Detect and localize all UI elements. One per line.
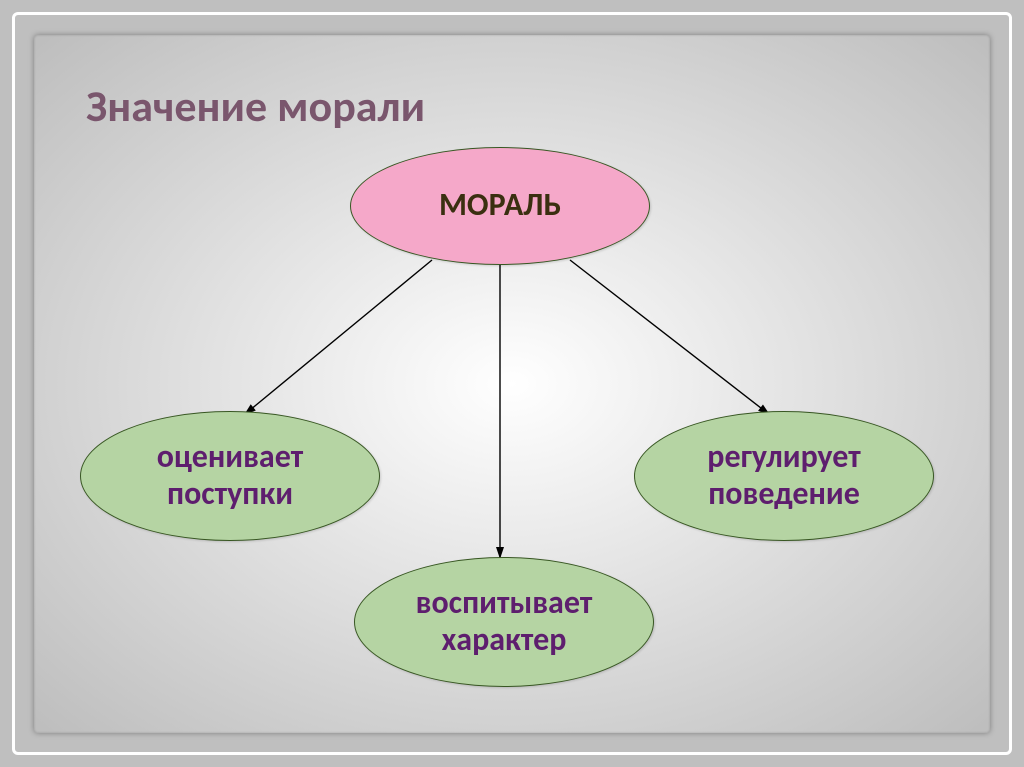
node-develops-character: воспитываетхарактер: [354, 557, 654, 687]
node-regulates-behavior-label: регулируетповедение: [707, 439, 860, 513]
node-develops-character-label: воспитываетхарактер: [416, 585, 593, 659]
node-moral-label: МОРАЛЬ: [439, 187, 561, 224]
node-evaluates-actions-label: оцениваетпоступки: [157, 439, 303, 513]
slide-title: Значение морали: [86, 79, 425, 133]
node-moral: МОРАЛЬ: [350, 147, 650, 265]
node-evaluates-actions: оцениваетпоступки: [80, 411, 380, 541]
slide-panel: Значение морали МОРАЛЬ оцениваетпоступки…: [34, 35, 990, 733]
node-regulates-behavior: регулируетповедение: [634, 411, 934, 541]
outer-frame: Значение морали МОРАЛЬ оцениваетпоступки…: [12, 12, 1012, 755]
